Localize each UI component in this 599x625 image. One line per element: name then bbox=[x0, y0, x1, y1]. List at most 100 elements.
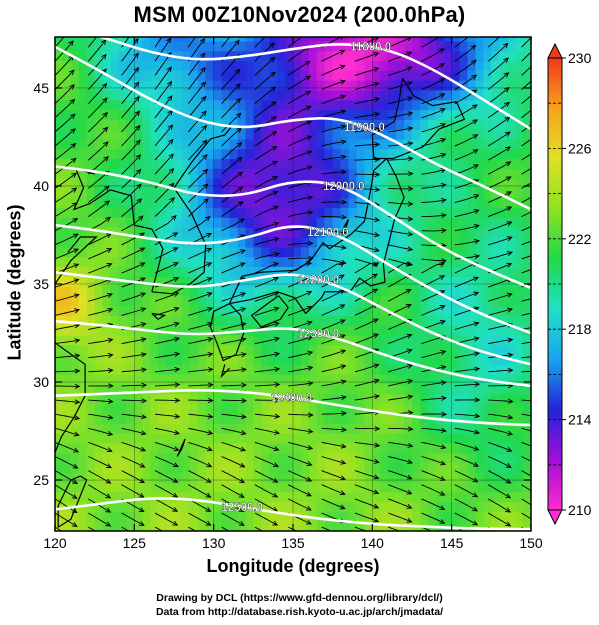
streamline-arrowhead bbox=[74, 353, 81, 359]
streamline bbox=[387, 289, 411, 302]
streamline bbox=[88, 339, 113, 345]
streamline-arrowhead bbox=[441, 411, 448, 417]
streamline bbox=[488, 221, 512, 232]
streamline-arrowhead bbox=[108, 383, 114, 389]
streamline bbox=[454, 104, 478, 119]
streamline-arrowhead bbox=[71, 187, 78, 193]
streamline-arrowhead bbox=[269, 71, 276, 78]
streamline-arrowhead bbox=[68, 69, 75, 76]
streamline bbox=[187, 67, 206, 90]
streamline bbox=[488, 191, 512, 203]
streamline bbox=[454, 74, 477, 90]
streamline-arrowhead bbox=[503, 86, 510, 93]
streamline-arrowhead bbox=[274, 251, 281, 257]
streamline-arrowhead bbox=[406, 503, 413, 509]
streamline bbox=[421, 93, 445, 105]
streamline-arrowhead bbox=[133, 24, 137, 29]
streamline-arrowhead bbox=[541, 384, 546, 388]
streamline bbox=[388, 498, 412, 509]
colorbar-tick-label: 230 bbox=[568, 50, 592, 66]
streamline-arrowhead bbox=[207, 397, 214, 404]
streamline bbox=[221, 83, 241, 105]
streamline bbox=[421, 168, 446, 175]
streamline-arrowhead bbox=[201, 139, 208, 146]
streamline-arrowhead bbox=[136, 183, 142, 190]
streamline bbox=[354, 113, 380, 119]
streamline bbox=[254, 498, 278, 512]
streamline-arrowhead bbox=[133, 66, 140, 73]
streamline-arrowhead bbox=[539, 464, 544, 468]
streamline bbox=[454, 307, 479, 316]
streamline bbox=[488, 236, 512, 246]
streamline bbox=[88, 354, 113, 359]
streamline bbox=[254, 253, 280, 260]
coastline-segment bbox=[55, 342, 86, 455]
streamline bbox=[88, 399, 113, 403]
coastline-segment bbox=[371, 77, 466, 160]
coastline-segment bbox=[228, 158, 405, 315]
streamline bbox=[454, 240, 480, 246]
streamline-arrowhead bbox=[439, 108, 446, 113]
streamline bbox=[521, 95, 531, 105]
streamline-arrowhead bbox=[241, 382, 248, 388]
streamline-arrowhead bbox=[140, 446, 147, 452]
streamline bbox=[87, 37, 98, 48]
streamline bbox=[187, 110, 207, 133]
streamline bbox=[55, 278, 79, 288]
contour-label: 12400.0 bbox=[271, 393, 313, 405]
streamline-arrowhead bbox=[439, 93, 446, 98]
streamline-arrowhead bbox=[73, 263, 80, 269]
streamline-arrowhead bbox=[541, 369, 546, 373]
streamline bbox=[488, 308, 513, 316]
streamline bbox=[288, 257, 313, 260]
streamline-arrowhead bbox=[439, 78, 446, 84]
streamline bbox=[254, 307, 279, 316]
streamline bbox=[388, 441, 413, 447]
streamline bbox=[521, 240, 531, 246]
streamline bbox=[487, 484, 511, 499]
streamline-arrowhead bbox=[507, 430, 514, 436]
streamline-arrowhead bbox=[167, 124, 174, 130]
streamline-arrowhead bbox=[141, 382, 148, 388]
streamline bbox=[187, 139, 208, 161]
streamline-arrowhead bbox=[374, 442, 381, 448]
streamline bbox=[154, 484, 178, 498]
streamline-arrowhead bbox=[471, 31, 476, 36]
streamline bbox=[55, 339, 80, 345]
streamline-arrowhead bbox=[69, 113, 76, 120]
streamline bbox=[188, 427, 213, 435]
streamline-arrowhead bbox=[107, 307, 114, 313]
streamline-arrowhead bbox=[340, 37, 344, 40]
streamline-arrowhead bbox=[168, 167, 175, 174]
streamline-arrowhead bbox=[474, 381, 481, 387]
streamline bbox=[188, 526, 197, 531]
streamline-arrowhead bbox=[341, 199, 348, 205]
streamline-arrowhead bbox=[505, 507, 512, 513]
streamline-arrowhead bbox=[407, 171, 414, 177]
streamline bbox=[521, 456, 531, 462]
streamline-arrowhead bbox=[506, 262, 513, 268]
streamline bbox=[388, 244, 413, 251]
streamline-arrowhead bbox=[406, 51, 413, 57]
streamline-arrowhead bbox=[441, 258, 447, 264]
streamline-arrowhead bbox=[373, 474, 380, 480]
streamline-arrowhead bbox=[540, 250, 545, 254]
streamline bbox=[188, 441, 212, 451]
streamline bbox=[354, 512, 379, 522]
streamline bbox=[288, 291, 312, 302]
streamline bbox=[154, 441, 179, 451]
streamline-arrowhead bbox=[505, 478, 512, 484]
streamline-arrowhead bbox=[274, 366, 281, 372]
streamline-arrowhead bbox=[172, 492, 179, 498]
streamline bbox=[354, 216, 380, 221]
streamline bbox=[188, 292, 212, 302]
streamline bbox=[221, 399, 247, 402]
streamline bbox=[388, 512, 412, 523]
streamline-arrowhead bbox=[440, 197, 447, 204]
streamline bbox=[254, 368, 280, 373]
streamline bbox=[221, 338, 246, 345]
streamline-arrowhead bbox=[472, 477, 479, 483]
streamline bbox=[121, 292, 146, 302]
streamline-arrowhead bbox=[139, 462, 146, 468]
streamline bbox=[454, 368, 480, 373]
